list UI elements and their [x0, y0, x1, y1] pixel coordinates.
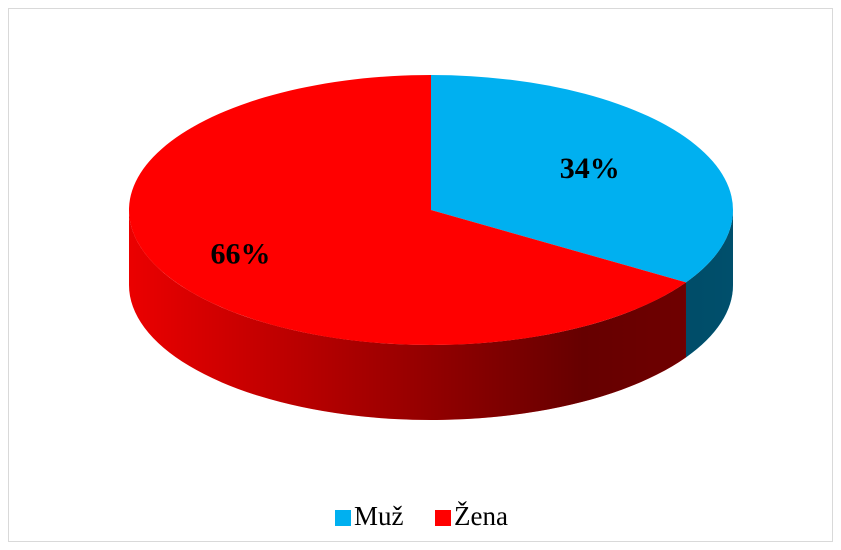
legend-label: Muž [354, 501, 404, 531]
slice [431, 75, 733, 283]
data-label: 66% [210, 238, 270, 271]
slice [129, 75, 686, 345]
legend-swatch [335, 510, 351, 526]
legend-label: Žena [454, 501, 508, 531]
legend-swatch [435, 510, 451, 526]
slice-side-shade [128, 210, 686, 421]
data-label: 34% [560, 152, 620, 185]
slice-side-shade [685, 210, 733, 358]
